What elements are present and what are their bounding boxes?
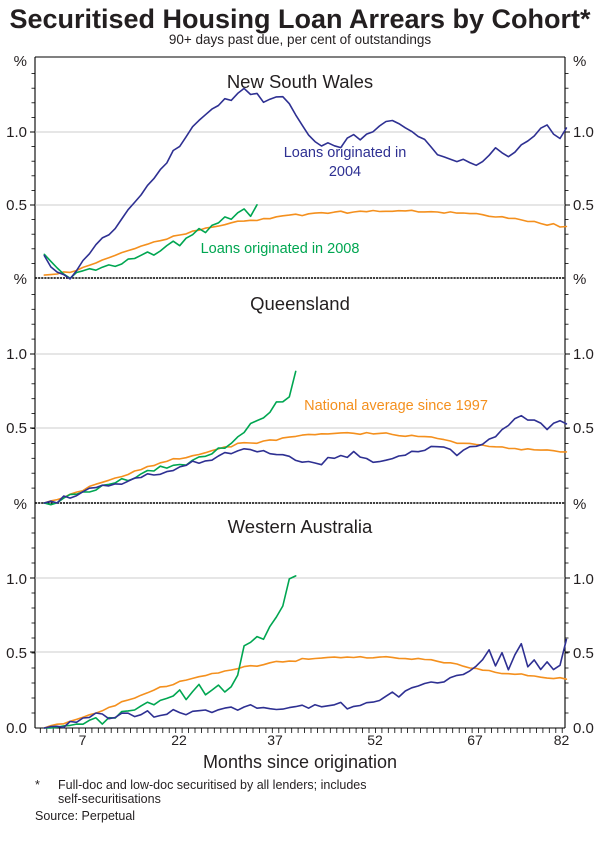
svg-text:0.5: 0.5 [6, 420, 27, 437]
svg-text:1.0: 1.0 [573, 346, 594, 363]
svg-text:82: 82 [554, 732, 570, 748]
svg-text:2004: 2004 [329, 164, 361, 180]
svg-text:National average since 1997: National average since 1997 [304, 398, 488, 414]
svg-text:37: 37 [267, 732, 283, 748]
svg-text:%: % [14, 53, 27, 70]
svg-text:0.5: 0.5 [6, 197, 27, 214]
svg-text:Loans originated in 2008: Loans originated in 2008 [201, 241, 360, 257]
svg-text:%: % [14, 496, 27, 513]
svg-text:*: * [35, 778, 40, 792]
svg-text:self-securitisations: self-securitisations [58, 792, 161, 806]
svg-text:%: % [573, 496, 586, 513]
svg-text:0.5: 0.5 [573, 645, 594, 662]
svg-text:New South Wales: New South Wales [227, 71, 373, 92]
svg-text:Queensland: Queensland [250, 293, 350, 314]
svg-text:%: % [14, 271, 27, 288]
svg-text:1.0: 1.0 [573, 124, 594, 141]
svg-text:%: % [573, 271, 586, 288]
svg-text:Full-doc and low-doc securitis: Full-doc and low-doc securitised by all … [58, 778, 366, 792]
svg-text:1.0: 1.0 [573, 571, 594, 588]
svg-text:Months since origination: Months since origination [203, 752, 397, 772]
svg-text:22: 22 [171, 732, 187, 748]
svg-text:0.5: 0.5 [573, 420, 594, 437]
svg-text:1.0: 1.0 [6, 571, 27, 588]
svg-text:52: 52 [367, 732, 383, 748]
svg-text:7: 7 [79, 732, 87, 748]
svg-text:0.0: 0.0 [573, 720, 594, 737]
svg-text:Western Australia: Western Australia [228, 516, 373, 537]
svg-text:0.0: 0.0 [6, 720, 27, 737]
svg-text:1.0: 1.0 [6, 346, 27, 363]
svg-text:Loans originated in: Loans originated in [284, 145, 407, 161]
svg-text:Source: Perpetual: Source: Perpetual [35, 809, 135, 823]
svg-text:0.5: 0.5 [6, 645, 27, 662]
svg-text:0.5: 0.5 [573, 197, 594, 214]
svg-text:67: 67 [467, 732, 483, 748]
svg-text:%: % [573, 53, 586, 70]
svg-text:1.0: 1.0 [6, 124, 27, 141]
